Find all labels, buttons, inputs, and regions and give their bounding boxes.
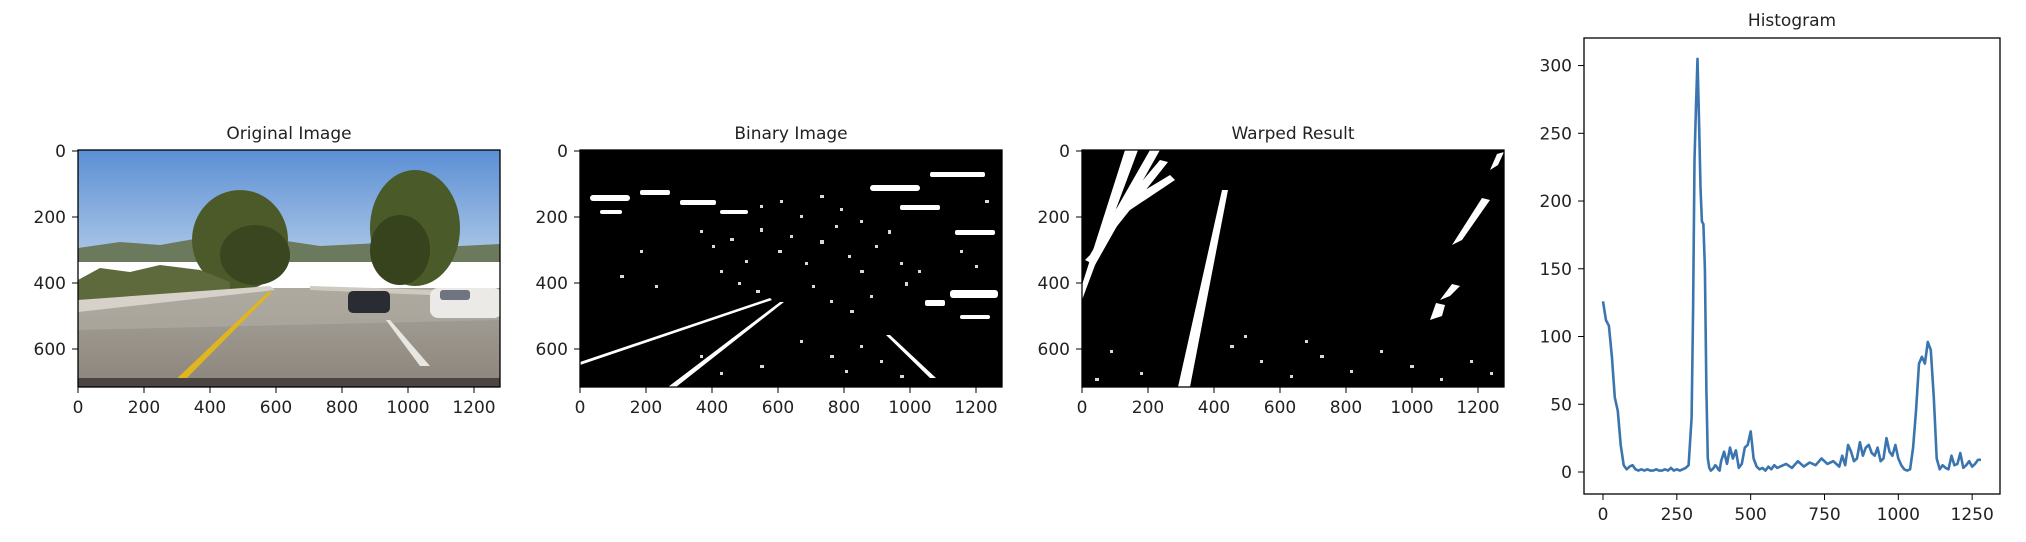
- y-tick-label: 0: [55, 142, 66, 162]
- y-tick-label: 400: [536, 274, 568, 294]
- x-tick-label: 500: [1734, 505, 1766, 525]
- y-axis-warped: 0 200 400 600: [1038, 142, 1082, 360]
- warped-picture: [1082, 150, 1504, 387]
- warped-right-blob-3: [1430, 303, 1445, 320]
- warped-right-blob-2: [1440, 284, 1460, 300]
- x-axis-binary: 0 200 400 600 800 1000 1200: [575, 387, 998, 418]
- x-tick-label: 1000: [386, 398, 429, 418]
- y-tick-label: 150: [1540, 260, 1572, 280]
- axes-frame-histogram: [1583, 37, 2001, 495]
- panel-warped-result: Warped Result: [1038, 124, 1505, 418]
- warped-left-lane: [1178, 190, 1228, 387]
- warped-noise: [1095, 335, 1493, 381]
- x-tick-label: 400: [696, 398, 728, 418]
- guard-rail: [78, 286, 275, 312]
- y-tick-label: 400: [34, 274, 66, 294]
- x-tick-label: 1000: [1390, 398, 1433, 418]
- binary-right-lane: [886, 335, 936, 378]
- binary-noise: [620, 195, 989, 378]
- y-tick-label: 200: [1038, 208, 1070, 228]
- x-tick-label: 750: [1808, 505, 1840, 525]
- x-tick-label: 200: [128, 398, 160, 418]
- binary-left-lane: [668, 302, 784, 387]
- panel-binary-image: Binary Image: [536, 124, 1003, 418]
- x-tick-label: 1000: [1877, 505, 1920, 525]
- yellow-lane: [168, 292, 272, 387]
- x-tick-label: 0: [73, 398, 84, 418]
- tree-center-dark: [220, 225, 290, 285]
- panel-title-binary: Binary Image: [734, 124, 847, 144]
- y-tick-label: 100: [1540, 328, 1572, 348]
- panel-histogram: Histogram 0 250 500 750 1000 1250 0 50 100 150 20…: [1540, 11, 2001, 525]
- y-tick-label: 200: [1540, 192, 1572, 212]
- y-tick-label: 200: [536, 208, 568, 228]
- x-tick-label: 400: [194, 398, 226, 418]
- x-tick-label: 200: [630, 398, 662, 418]
- x-tick-label: 250: [1661, 505, 1693, 525]
- binary-picture: [580, 150, 1002, 387]
- x-tick-label: 1200: [452, 398, 495, 418]
- axes-frame-binary: [579, 149, 1003, 388]
- axes-frame-original: [77, 149, 501, 388]
- x-axis-histogram: 0 250 500 750 1000 1250: [1598, 494, 1994, 525]
- y-tick-label: 0: [1059, 142, 1070, 162]
- shrubs-left: [78, 265, 230, 300]
- binary-left-edge: [580, 298, 772, 365]
- warped-right-blob-1: [1452, 198, 1490, 245]
- car-white-window: [440, 290, 470, 300]
- axes-frame-warped: [1081, 149, 1505, 388]
- y-tick-label: 600: [536, 340, 568, 360]
- x-tick-label: 1250: [1951, 505, 1994, 525]
- x-tick-label: 0: [575, 398, 586, 418]
- x-tick-label: 600: [762, 398, 794, 418]
- panel-original-image: Original Image: [34, 124, 501, 418]
- tree-right-dark: [370, 215, 430, 285]
- x-tick-label: 1200: [1456, 398, 1499, 418]
- white-lane: [386, 320, 430, 366]
- y-tick-label: 400: [1038, 274, 1070, 294]
- x-tick-label: 0: [1077, 398, 1088, 418]
- x-tick-label: 800: [326, 398, 358, 418]
- x-tick-label: 600: [1264, 398, 1296, 418]
- y-tick-label: 50: [1550, 395, 1572, 415]
- y-tick-label: 0: [557, 142, 568, 162]
- x-tick-label: 0: [1598, 505, 1609, 525]
- x-tick-label: 800: [828, 398, 860, 418]
- car-dark: [348, 291, 390, 313]
- x-axis-original: 0 200 400 600 800 1000 1200: [73, 387, 496, 418]
- x-tick-label: 1200: [954, 398, 997, 418]
- y-axis-binary: 0 200 400 600: [536, 142, 580, 360]
- panel-title-warped: Warped Result: [1231, 124, 1354, 144]
- x-tick-label: 800: [1330, 398, 1362, 418]
- hood: [78, 378, 500, 387]
- y-tick-label: 200: [34, 208, 66, 228]
- y-axis-original: 0 200 400 600: [34, 142, 78, 360]
- warped-right-top: [1490, 152, 1504, 170]
- histogram-series-line: [1601, 57, 1981, 472]
- x-axis-warped: 0 200 400 600 800 1000 1200: [1077, 387, 1500, 418]
- panel-title-original: Original Image: [226, 124, 351, 144]
- x-tick-label: 400: [1198, 398, 1230, 418]
- y-tick-label: 0: [1561, 463, 1572, 483]
- y-axis-histogram: 0 50 100 150 200 250 300: [1540, 57, 1584, 483]
- y-tick-label: 600: [1038, 340, 1070, 360]
- warped-left-streak-4: [1115, 175, 1175, 214]
- y-tick-label: 600: [34, 340, 66, 360]
- y-tick-label: 300: [1540, 57, 1572, 77]
- chart-title: Histogram: [1748, 11, 1836, 31]
- road-photo: [78, 150, 500, 387]
- y-tick-label: 250: [1540, 124, 1572, 144]
- x-tick-label: 200: [1132, 398, 1164, 418]
- x-tick-label: 1000: [888, 398, 931, 418]
- x-tick-label: 600: [260, 398, 292, 418]
